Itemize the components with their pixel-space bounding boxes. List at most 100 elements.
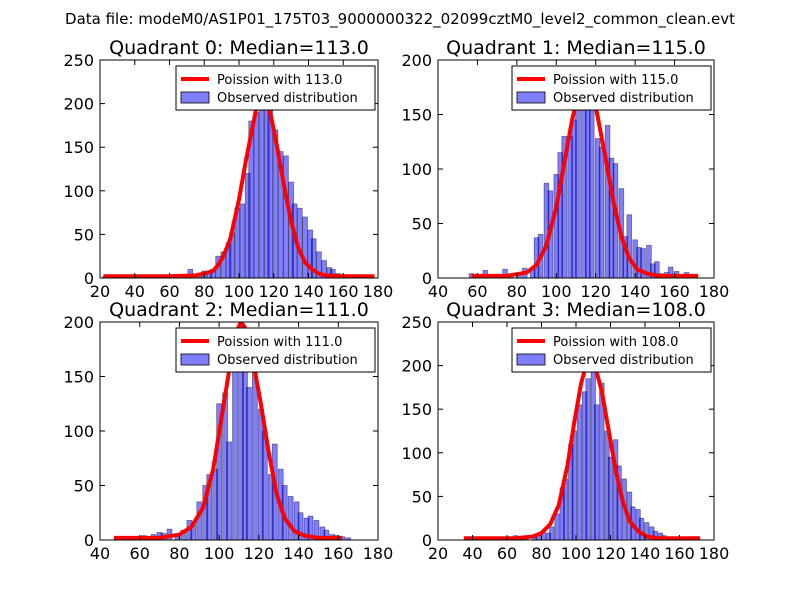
y-tick-label: 200: [401, 357, 432, 376]
x-tick-label: 160: [323, 544, 354, 563]
x-tick-label: 100: [541, 282, 572, 301]
y-tick-label: 50: [74, 225, 94, 244]
legend: Poission with 113.0 Observed distribution: [175, 65, 376, 111]
x-tick-label: 80: [194, 282, 214, 301]
y-tick-label: 150: [63, 138, 94, 157]
x-tick-label: 140: [283, 544, 314, 563]
x-tick-label: 40: [462, 544, 482, 563]
x-tick-label: 140: [620, 282, 651, 301]
x-tick-label: 60: [159, 282, 179, 301]
legend-label-poisson: Poission with 108.0: [553, 335, 678, 350]
histogram-bar: [646, 244, 652, 278]
x-tick-label: 120: [244, 544, 275, 563]
x-tick-label: 160: [659, 282, 690, 301]
histogram-bar: [626, 214, 632, 278]
x-tick-label: 100: [204, 544, 235, 563]
x-tick-label: 80: [169, 544, 189, 563]
y-tick-label: 250: [401, 313, 432, 332]
histogram-bar: [589, 103, 595, 278]
y-tick-label: 100: [63, 422, 94, 441]
legend-bar-swatch: [180, 353, 210, 366]
legend-label-poisson: Poission with 115.0: [553, 73, 678, 88]
poisson-curve: [113, 322, 343, 540]
x-tick-label: 100: [561, 544, 592, 563]
legend-label-observed: Observed distribution: [553, 353, 694, 368]
y-tick-label: 0: [84, 531, 94, 550]
legend-label-observed: Observed distribution: [217, 91, 358, 106]
subplot-title: Quadrant 3: Median=108.0: [446, 299, 706, 321]
figure-suptitle: Data file: modeM0/AS1P01_175T03_90000003…: [65, 10, 735, 29]
histogram-bar: [554, 513, 560, 540]
histogram-bar: [667, 266, 674, 278]
histogram-bar: [323, 529, 330, 540]
y-tick-label: 100: [63, 182, 94, 201]
histogram-bar: [226, 441, 232, 540]
x-tick-label: 60: [497, 544, 517, 563]
legend-bar-swatch: [180, 91, 210, 104]
histogram-bar: [248, 120, 254, 278]
y-tick-label: 250: [63, 51, 94, 70]
x-tick-label: 160: [664, 544, 695, 563]
legend: Poission with 111.0 Observed distribution: [175, 327, 376, 373]
x-tick-label: 80: [531, 544, 551, 563]
histogram-bar: [585, 378, 591, 540]
histogram-bar: [638, 517, 645, 540]
y-tick-label: 150: [401, 400, 432, 419]
histogram-bar: [345, 537, 352, 540]
histogram-bar: [297, 512, 304, 540]
subplot-title: Quadrant 0: Median=113.0: [109, 37, 369, 59]
histogram-bar: [549, 526, 555, 540]
histogram-bars: [490, 356, 700, 540]
histogram-bar: [302, 216, 308, 278]
y-tick-label: 150: [63, 368, 94, 387]
histogram-bars: [468, 81, 696, 278]
legend-label-observed: Observed distribution: [217, 353, 358, 368]
x-tick-label: 60: [467, 282, 487, 301]
x-tick-label: 60: [130, 544, 150, 563]
x-tick-label: 160: [328, 282, 359, 301]
y-tick-label: 50: [412, 487, 432, 506]
histogram-bar: [307, 515, 314, 540]
y-tick-label: 0: [422, 269, 432, 288]
y-tick-label: 200: [63, 313, 94, 332]
histogram-bar: [594, 404, 600, 540]
histogram-bars: [102, 94, 355, 278]
x-tick-label: 20: [428, 544, 448, 563]
histogram-bar: [277, 151, 284, 278]
histogram-bar: [576, 404, 583, 540]
histogram-bar: [287, 495, 294, 540]
legend-label-poisson: Poission with 113.0: [217, 73, 342, 88]
x-tick-label: 140: [293, 282, 324, 301]
legend-bar-swatch: [516, 91, 546, 104]
subplot-quadrant-0: Quadrant 0: Median=113.020 40 60 80 100 120 14…: [63, 37, 393, 301]
subplot-quadrant-3: Quadrant 3: Median=108.020 40 60 80 100 120 14…: [401, 299, 729, 563]
x-tick-label: 120: [595, 544, 626, 563]
histogram-bar: [253, 111, 260, 278]
histogram-bar: [571, 430, 577, 540]
histogram-bar: [206, 474, 213, 540]
x-tick-label: 120: [580, 282, 611, 301]
x-tick-label: 180: [699, 282, 730, 301]
legend-label-poisson: Poission with 111.0: [217, 335, 342, 350]
x-tick-label: 180: [363, 544, 394, 563]
histogram-bar: [313, 519, 320, 540]
histogram-bar: [599, 382, 605, 540]
histogram-bar: [598, 146, 605, 278]
x-tick-label: 40: [428, 282, 448, 301]
histogram-bar: [258, 103, 265, 278]
y-tick-label: 0: [84, 269, 94, 288]
subplot-grid: Quadrant 0: Median=113.020 40 60 80 100 120 14…: [63, 37, 729, 563]
x-tick-label: 40: [125, 282, 145, 301]
histogram-bar: [216, 403, 223, 540]
y-tick-label: 0: [422, 531, 432, 550]
legend-label-observed: Observed distribution: [553, 91, 694, 106]
x-tick-label: 80: [507, 282, 527, 301]
x-tick-label: 180: [363, 282, 394, 301]
x-tick-label: 180: [699, 544, 730, 563]
histogram-bar: [246, 386, 252, 540]
y-tick-label: 150: [401, 106, 432, 125]
legend: Poission with 115.0 Observed distribution: [511, 65, 712, 111]
subplot-quadrant-1: Quadrant 1: Median=115.0 40 60 80 100 120 140 1…: [401, 37, 729, 301]
x-tick-label: 120: [258, 282, 289, 301]
